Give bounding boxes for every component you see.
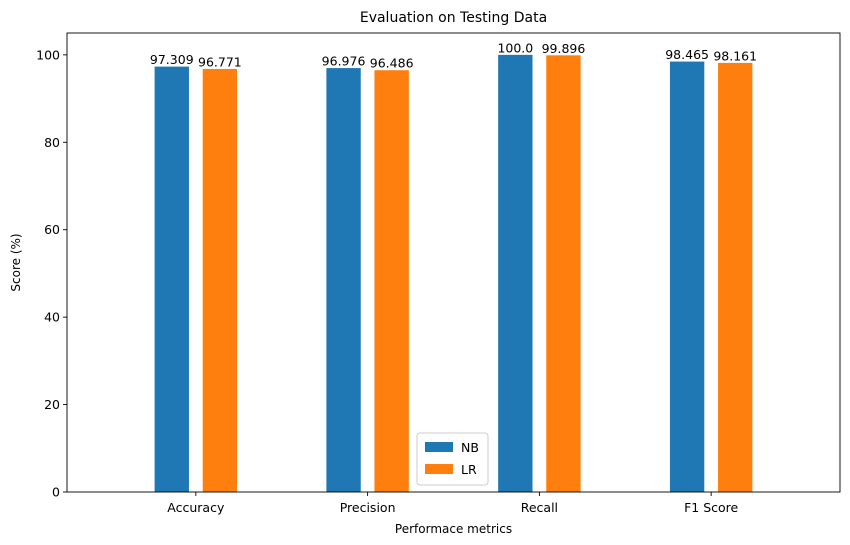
bar-nb-precision: [326, 68, 361, 492]
y-axis: 0 20 40 60 80 100: [36, 47, 67, 500]
bar-lr-f1-score: [718, 62, 753, 492]
y-tick-label: 80: [44, 135, 60, 150]
x-axis: Accuracy Precision Recall F1 Score: [167, 492, 739, 515]
value-label-lr-1: 96.486: [370, 56, 414, 71]
value-label-nb-0: 97.309: [150, 52, 194, 67]
y-tick-label: 40: [44, 310, 60, 325]
bar-nb-f1-score: [669, 61, 705, 492]
legend-label-lr: LR: [461, 462, 477, 477]
value-labels-layer: 97.309 96.976 100.0 98.465 96.771 96.486 99.89…: [150, 40, 757, 70]
y-tick-label: 0: [52, 485, 60, 500]
legend-swatch-lr: [425, 464, 453, 474]
legend-swatch-nb: [425, 442, 453, 452]
x-tick-label: F1 Score: [684, 500, 738, 515]
x-tick-label: Accuracy: [167, 500, 225, 515]
bar-lr-accuracy: [202, 68, 238, 493]
bar-lr-recall: [546, 55, 581, 493]
value-label-nb-3: 98.465: [665, 47, 709, 62]
value-label-lr-3: 98.161: [713, 48, 757, 63]
y-tick-label: 20: [44, 397, 60, 412]
value-label-lr-0: 96.771: [198, 54, 242, 69]
chart-title: Evaluation on Testing Data: [360, 10, 547, 26]
value-label-nb-1: 96.976: [322, 54, 366, 69]
bar-lr-precision: [374, 70, 409, 492]
legend: NB LR: [416, 432, 489, 486]
bar-nb-accuracy: [154, 66, 189, 492]
y-tick-label: 60: [44, 222, 60, 237]
value-label-nb-2: 100.0: [497, 40, 533, 55]
bars-layer: [154, 54, 753, 493]
y-axis-label: Score (%): [9, 233, 23, 291]
y-tick-label: 100: [36, 47, 60, 62]
axes-frame: [66, 32, 841, 493]
bar-nb-recall: [498, 54, 533, 492]
x-tick-label: Precision: [340, 500, 396, 515]
x-axis-label: Performace metrics: [395, 522, 512, 536]
x-tick-label: Recall: [521, 500, 558, 515]
value-label-lr-2: 99.896: [542, 41, 586, 56]
legend-label-nb: NB: [461, 440, 479, 455]
